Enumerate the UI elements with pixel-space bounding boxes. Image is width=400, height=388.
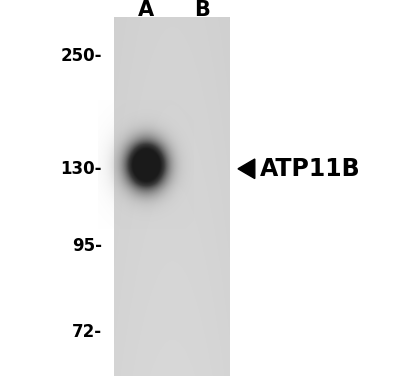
Text: 95-: 95- [72,237,102,255]
Text: 250-: 250- [60,47,102,65]
Text: B: B [194,0,210,20]
Text: 130-: 130- [60,160,102,178]
Text: 72-: 72- [72,323,102,341]
Text: A: A [138,0,154,20]
Text: ATP11B: ATP11B [260,157,360,181]
Polygon shape [238,159,255,178]
